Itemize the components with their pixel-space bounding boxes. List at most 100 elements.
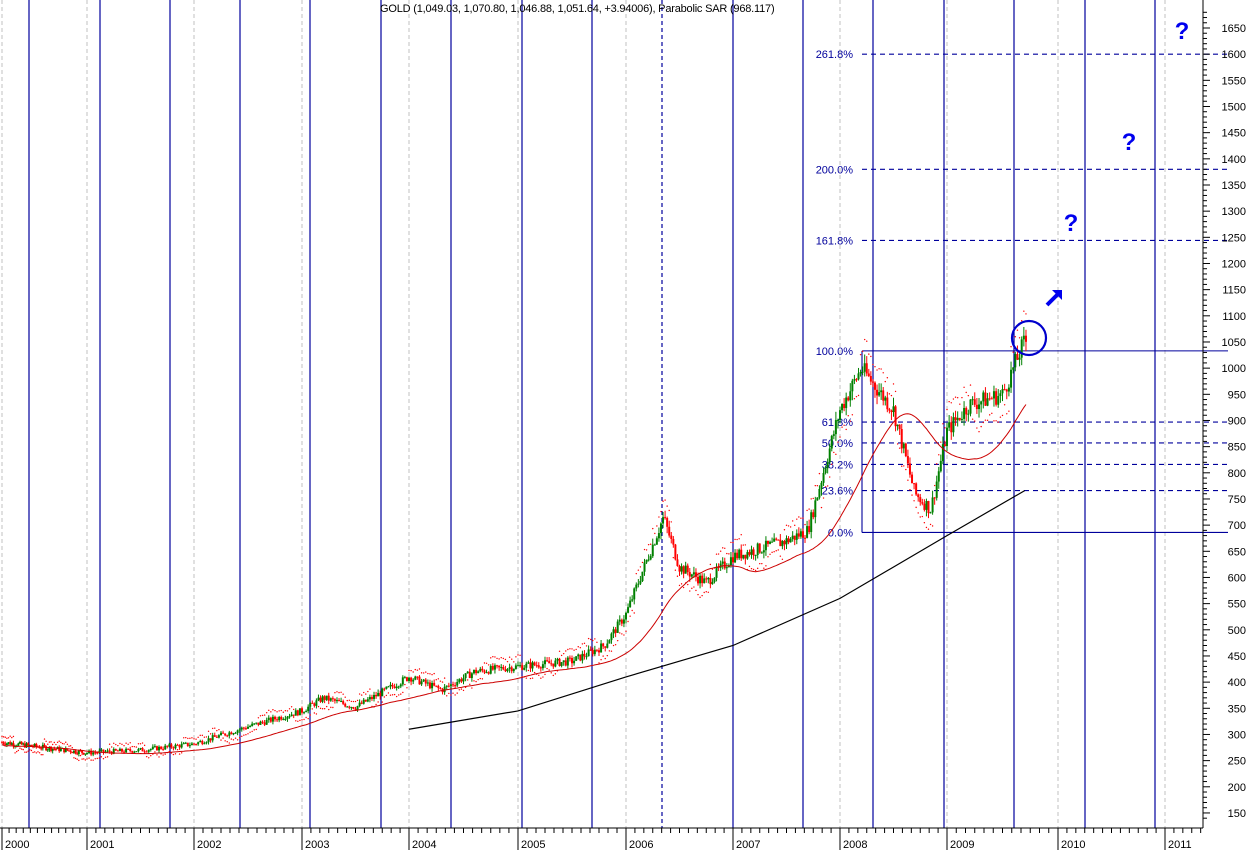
sar-dot (550, 672, 552, 674)
candle-body (892, 406, 895, 413)
sar-dot (222, 737, 224, 739)
sar-dot (641, 561, 644, 564)
candle-body (424, 679, 427, 684)
candle-body (236, 730, 239, 733)
sar-dot (715, 553, 718, 555)
sar-dot (481, 678, 484, 680)
candle-body (535, 665, 538, 667)
candle-body (980, 401, 983, 405)
y-tick-label: 950 (1228, 389, 1246, 401)
sar-dot (511, 658, 513, 660)
sar-dot (717, 553, 720, 555)
sar-dot (98, 757, 101, 759)
candle-body (393, 686, 396, 689)
sar-dot (502, 657, 505, 660)
candle-body (554, 660, 557, 667)
candle-body (705, 578, 708, 580)
candle-body (81, 750, 84, 753)
sar-dot (647, 543, 650, 546)
sar-dot (1018, 337, 1021, 339)
sar-dot (699, 596, 701, 599)
candle-body (1, 742, 3, 744)
sar-dot (172, 753, 175, 756)
candle-body (625, 612, 627, 620)
candle-body (72, 750, 75, 753)
sar-dot (678, 584, 681, 587)
candle-body (211, 735, 214, 741)
fib-label: 50.0% (822, 438, 853, 450)
y-tick-label: 150 (1228, 808, 1246, 820)
sar-dot (446, 695, 448, 697)
sar-dot (178, 753, 181, 755)
candle-body (709, 577, 712, 585)
sar-dot (513, 661, 515, 663)
candle-body (120, 748, 123, 752)
sar-dot (898, 447, 901, 449)
candle-body (861, 371, 864, 373)
candle-body (573, 660, 576, 664)
candle-body (377, 692, 380, 697)
candle-body (379, 692, 382, 697)
candle-body (106, 750, 109, 752)
candle-body (531, 662, 534, 669)
candle-body (477, 671, 480, 674)
sar-dot (596, 641, 598, 644)
sar-dot (773, 551, 775, 553)
sar-dot (619, 632, 621, 634)
candle-body (213, 735, 216, 737)
sar-dot (575, 648, 577, 651)
candle-body (637, 583, 640, 585)
candle-body (504, 669, 507, 672)
candle-body (269, 717, 272, 722)
sar-dot (385, 694, 388, 697)
candle-body (420, 681, 423, 685)
candle-body (863, 363, 866, 372)
candle-body (88, 750, 91, 754)
candle-body (992, 391, 995, 399)
sar-dot (232, 739, 235, 741)
candle-body (71, 752, 74, 754)
candle-body (618, 619, 621, 622)
sar-dot (967, 394, 970, 397)
candle-body (925, 501, 928, 510)
candle-body (639, 581, 642, 584)
sar-dot (309, 714, 311, 716)
fib-label: 261.8% (816, 49, 854, 61)
candle-body (541, 664, 544, 669)
sar-dot (866, 340, 868, 342)
candle-body (867, 373, 870, 376)
sar-dot (734, 538, 736, 541)
sar-dot (286, 710, 289, 712)
candle-body (82, 752, 85, 755)
sar-dot (1001, 414, 1004, 417)
candle-body (311, 702, 314, 704)
sar-dot (976, 427, 978, 429)
candle-body (775, 538, 778, 540)
candle-body (923, 503, 926, 510)
sar-dot (913, 500, 915, 502)
sar-dot (711, 568, 714, 570)
sar-dot (974, 420, 976, 422)
sar-dot (637, 569, 640, 571)
candle-body (593, 649, 596, 655)
candle-body (131, 751, 134, 753)
sar-dot (162, 754, 164, 756)
candle-body (433, 682, 436, 686)
candle-body (904, 443, 907, 457)
candle-body (58, 747, 61, 752)
candle-body (186, 742, 189, 746)
sar-dot (301, 719, 303, 721)
candle-body (997, 396, 1000, 405)
candle-body (50, 746, 53, 751)
sar-dot (137, 743, 140, 745)
sar-dot (16, 750, 18, 753)
candle-body (795, 533, 798, 540)
candle-body (748, 552, 751, 555)
y-tick-label: 1400 (1222, 154, 1246, 166)
candle-body (668, 526, 671, 536)
candle-body (139, 748, 142, 750)
candle-body (22, 743, 25, 745)
candle-body (614, 629, 617, 633)
candle-body (143, 751, 146, 753)
candle-body (18, 741, 21, 744)
